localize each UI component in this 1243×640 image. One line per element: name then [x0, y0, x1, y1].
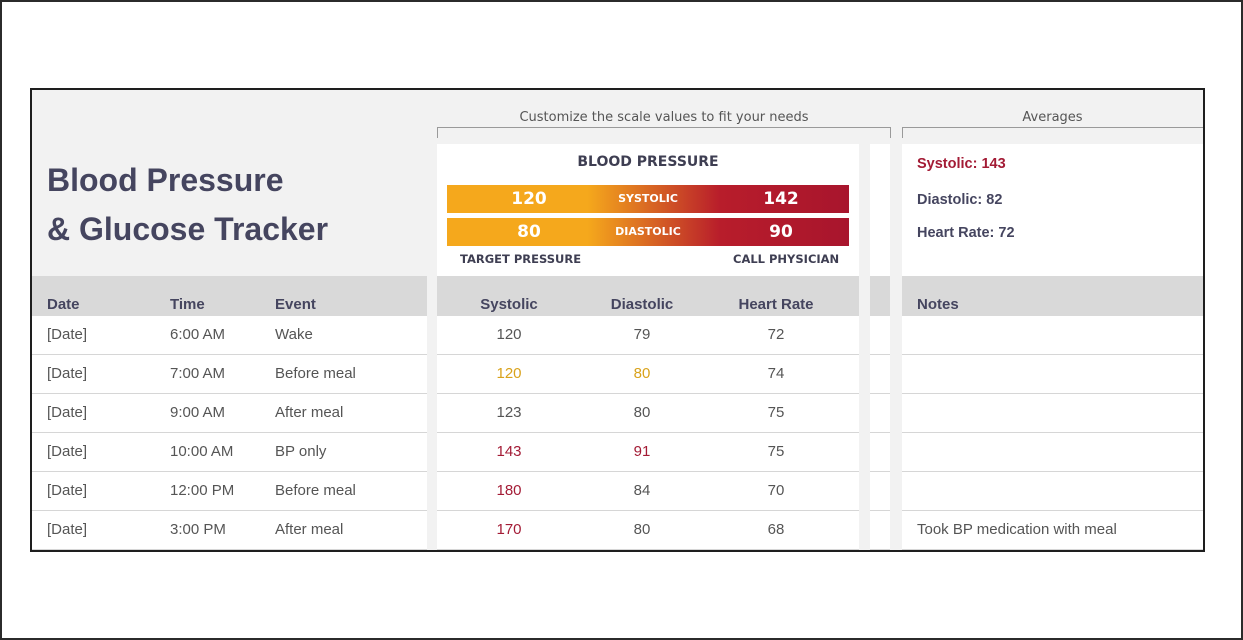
column-header-date: Date [47, 296, 80, 313]
spacer-panel [870, 144, 890, 276]
table-row-segment [437, 394, 859, 433]
notes-cell[interactable]: Took BP medication with meal [917, 521, 1117, 538]
scale-caption: Customize the scale values to fit your n… [519, 110, 809, 125]
systolic-cell[interactable]: 170 [496, 521, 522, 538]
column-header-notes: Notes [917, 296, 959, 313]
header-middle: Systolic Diastolic Heart Rate [437, 276, 859, 316]
diastolic-cell[interactable]: 80 [633, 365, 651, 382]
diastolic-scale-bar: 80 DIASTOLIC 90 [447, 218, 849, 246]
table-row-segment [32, 433, 427, 472]
column-header-heart-rate: Heart Rate [738, 296, 814, 313]
table-row-segment [32, 511, 427, 550]
diastolic-call-value[interactable]: 90 [769, 222, 793, 242]
systolic-cell[interactable]: 180 [496, 482, 522, 499]
call-physician-label: CALL PHYSICIAN [733, 252, 840, 266]
table-row-segment [32, 316, 427, 355]
heart-rate-cell[interactable]: 75 [767, 404, 785, 421]
table-row-segment [32, 355, 427, 394]
event-cell[interactable]: BP only [275, 443, 327, 460]
date-cell[interactable]: [Date] [47, 404, 88, 421]
time-cell[interactable]: 9:00 AM [170, 404, 226, 421]
header-spacer [870, 276, 890, 316]
table-row-segment [437, 511, 859, 550]
systolic-scale-label: SYSTOLIC [618, 192, 678, 205]
page-title: Blood Pressure & Glucose Tracker [47, 156, 328, 254]
table-row-segment [870, 394, 890, 433]
systolic-cell[interactable]: 143 [496, 443, 522, 460]
target-pressure-label: TARGET PRESSURE [460, 252, 582, 266]
averages-bracket [902, 127, 1203, 138]
time-cell[interactable]: 10:00 AM [170, 443, 234, 460]
header-notes: Notes [902, 276, 1203, 316]
diastolic-cell[interactable]: 79 [633, 326, 651, 343]
title-line-1: Blood Pressure [47, 162, 284, 198]
table-row-segment [902, 355, 1203, 394]
date-cell[interactable]: [Date] [47, 365, 88, 382]
table-row-segment [902, 394, 1203, 433]
systolic-cell[interactable]: 120 [496, 365, 522, 382]
table-row-segment [870, 511, 890, 550]
table-row-segment [870, 433, 890, 472]
table-row-segment [870, 316, 890, 355]
table-row-segment [902, 316, 1203, 355]
table-row-segment [437, 472, 859, 511]
event-cell[interactable]: After meal [275, 521, 344, 538]
diastolic-cell[interactable]: 84 [633, 482, 651, 499]
average-diastolic: Diastolic: 82 [917, 192, 1003, 208]
heart-rate-cell[interactable]: 72 [767, 326, 785, 343]
header-left: Date Time Event [32, 276, 427, 316]
date-cell[interactable]: [Date] [47, 443, 88, 460]
diastolic-target-value[interactable]: 80 [517, 222, 541, 242]
averages-panel [902, 144, 1203, 276]
systolic-target-value[interactable]: 120 [511, 189, 547, 209]
column-header-systolic: Systolic [480, 296, 538, 313]
event-cell[interactable]: Before meal [275, 482, 356, 499]
table-row-segment [870, 355, 890, 394]
column-header-diastolic: Diastolic [610, 296, 674, 313]
table-row-segment [437, 355, 859, 394]
date-cell[interactable]: [Date] [47, 521, 88, 538]
table-row-segment [32, 394, 427, 433]
time-cell[interactable]: 3:00 PM [170, 521, 226, 538]
average-systolic: Systolic: 143 [917, 156, 1006, 172]
time-cell[interactable]: 12:00 PM [170, 482, 235, 499]
averages-caption: Averages [1022, 110, 1083, 125]
column-header-event: Event [275, 296, 316, 313]
table-row-segment [902, 511, 1203, 550]
heart-rate-cell[interactable]: 75 [767, 443, 785, 460]
table-row-segment [437, 433, 859, 472]
diastolic-cell[interactable]: 91 [633, 443, 651, 460]
scale-heading: BLOOD PRESSURE [577, 154, 719, 170]
table-row-segment [437, 316, 859, 355]
heart-rate-cell[interactable]: 74 [767, 365, 785, 382]
event-cell[interactable]: After meal [275, 404, 344, 421]
column-header-time: Time [170, 296, 205, 313]
heart-rate-cell[interactable]: 68 [767, 521, 785, 538]
title-line-2: & Glucose Tracker [47, 211, 329, 247]
heart-rate-cell[interactable]: 70 [767, 482, 785, 499]
table-row-segment [902, 433, 1203, 472]
event-cell[interactable]: Wake [275, 326, 313, 343]
table-row-segment [902, 472, 1203, 511]
tracker-sheet: Blood Pressure & Glucose Tracker Customi… [30, 88, 1205, 552]
date-cell[interactable]: [Date] [47, 482, 88, 499]
table-row-segment [32, 472, 427, 511]
date-cell[interactable]: [Date] [47, 326, 88, 343]
diastolic-scale-label: DIASTOLIC [615, 225, 681, 238]
time-cell[interactable]: 7:00 AM [170, 365, 226, 382]
diastolic-cell[interactable]: 80 [633, 521, 651, 538]
average-heart-rate: Heart Rate: 72 [917, 225, 1015, 241]
systolic-call-value[interactable]: 142 [763, 189, 799, 209]
systolic-cell[interactable]: 120 [496, 326, 522, 343]
event-cell[interactable]: Before meal [275, 365, 356, 382]
systolic-scale-bar: 120 SYSTOLIC 142 [447, 185, 849, 213]
scale-bracket [437, 127, 891, 138]
table-row-segment [870, 472, 890, 511]
time-cell[interactable]: 6:00 AM [170, 326, 226, 343]
diastolic-cell[interactable]: 80 [633, 404, 651, 421]
systolic-cell[interactable]: 123 [496, 404, 522, 421]
